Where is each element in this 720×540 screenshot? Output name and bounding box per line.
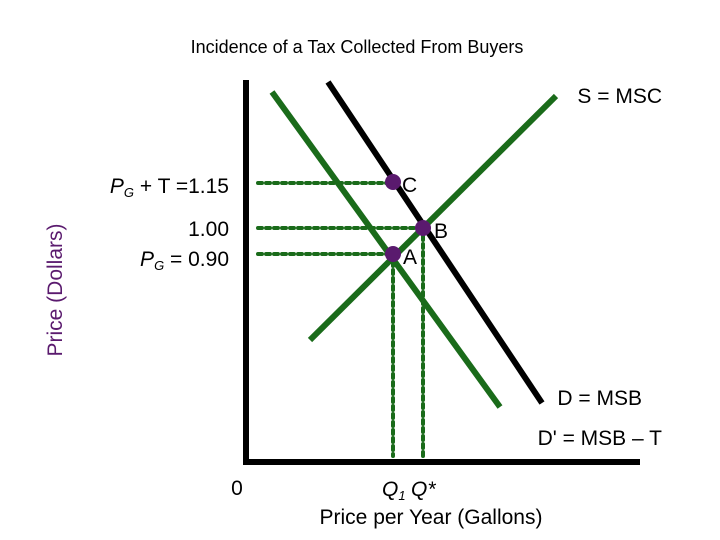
point bbox=[415, 220, 431, 236]
point-label: B bbox=[434, 220, 448, 243]
curve-label: D' = MSB – T bbox=[538, 427, 663, 450]
subscript: G bbox=[154, 258, 164, 273]
symbol: Q bbox=[382, 478, 398, 501]
label-text: + T =1.15 bbox=[134, 175, 229, 198]
y-axis-label: Price (Dollars) bbox=[44, 223, 67, 356]
symbol: P bbox=[110, 175, 124, 198]
quantity-label: Q* bbox=[411, 478, 436, 501]
point-label: C bbox=[402, 174, 417, 197]
label-text: = 0.90 bbox=[164, 248, 229, 271]
subscript: 1 bbox=[398, 488, 405, 503]
supply-curve bbox=[307, 93, 559, 343]
symbol: P bbox=[140, 248, 154, 271]
demand-curve bbox=[325, 80, 545, 405]
point bbox=[385, 174, 401, 190]
curve-label: S = MSC bbox=[577, 85, 662, 108]
curve-label: D = MSB bbox=[557, 387, 642, 410]
origin-label: 0 bbox=[231, 477, 243, 500]
point bbox=[385, 246, 401, 262]
point-label: A bbox=[403, 246, 417, 269]
price-label: PG + T =1.15 bbox=[110, 175, 229, 200]
price-label: 1.00 bbox=[188, 218, 229, 241]
subscript: G bbox=[124, 185, 134, 200]
title: Incidence of a Tax Collected From Buyers bbox=[191, 37, 524, 57]
price-label: PG = 0.90 bbox=[140, 248, 229, 273]
taxed-demand-curve bbox=[269, 90, 503, 409]
quantity-label: Q1 bbox=[382, 478, 406, 503]
x-axis-label: Price per Year (Gallons) bbox=[320, 506, 543, 529]
